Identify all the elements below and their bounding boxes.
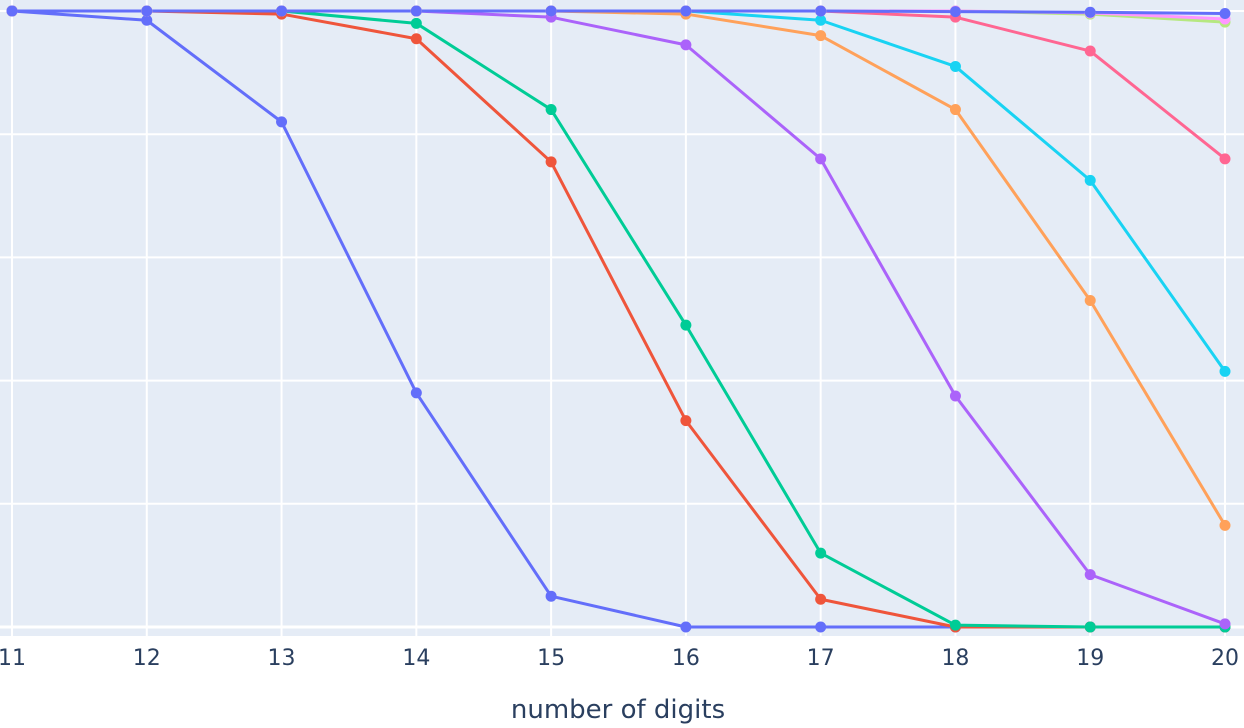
data-point-series-3: [815, 547, 827, 559]
series-markers: [6, 5, 1231, 633]
data-point-series-4: [815, 153, 827, 165]
x-tick-label: 17: [807, 646, 835, 671]
data-point-series-10: [680, 5, 692, 17]
data-point-series-3: [680, 319, 692, 331]
data-point-series-5: [949, 104, 961, 116]
x-axis-title: number of digits: [511, 695, 725, 725]
data-point-series-1: [680, 621, 692, 633]
data-point-series-2: [815, 593, 827, 605]
data-point-series-5: [1084, 295, 1096, 307]
data-point-series-4: [1219, 618, 1231, 630]
data-point-series-10: [6, 5, 18, 17]
x-tick-label: 12: [133, 646, 161, 671]
data-point-series-4: [1084, 569, 1096, 581]
data-point-series-10: [410, 5, 422, 17]
data-point-series-6: [815, 14, 827, 26]
data-point-series-10: [276, 5, 288, 17]
data-point-series-10: [1084, 6, 1096, 18]
data-point-series-6: [949, 60, 961, 72]
data-point-series-1: [545, 590, 557, 602]
x-tick-labels: 11 12 13 14 15 16 17 18 19 20: [0, 646, 1239, 671]
data-point-series-3: [949, 619, 961, 631]
data-point-series-2: [680, 415, 692, 427]
x-tick-label: 20: [1211, 646, 1239, 671]
data-point-series-2: [545, 156, 557, 168]
x-tick-label: 13: [268, 646, 296, 671]
x-tick-label: 14: [402, 646, 430, 671]
data-point-series-2: [410, 33, 422, 45]
plot-background: [0, 0, 1244, 636]
data-point-series-1: [276, 116, 288, 128]
data-point-series-10: [1219, 7, 1231, 19]
x-tick-label: 18: [941, 646, 969, 671]
data-point-series-1: [410, 387, 422, 399]
data-point-series-6: [1219, 365, 1231, 377]
series-lines: [11, 9, 1227, 629]
data-point-series-5: [815, 30, 827, 42]
data-point-series-10: [949, 6, 961, 18]
data-point-series-10: [141, 5, 153, 17]
x-tick-label: 11: [0, 646, 26, 671]
data-point-series-5: [1219, 519, 1231, 531]
data-point-series-10: [815, 5, 827, 17]
x-tick-label: 16: [672, 646, 700, 671]
data-point-series-1: [815, 621, 827, 633]
data-point-series-3: [1084, 621, 1096, 633]
data-point-series-10: [545, 5, 557, 17]
data-point-series-3: [410, 17, 422, 29]
x-tick-label: 19: [1076, 646, 1104, 671]
series-line-10: [12, 9, 1226, 15]
data-point-series-1: [141, 14, 153, 26]
x-tick-label: 15: [537, 646, 565, 671]
data-point-series-7: [1084, 45, 1096, 57]
data-point-series-4: [949, 390, 961, 402]
data-point-series-7: [1219, 153, 1231, 165]
data-point-series-3: [545, 104, 557, 116]
data-point-series-4: [680, 39, 692, 51]
data-point-series-6: [1084, 174, 1096, 186]
